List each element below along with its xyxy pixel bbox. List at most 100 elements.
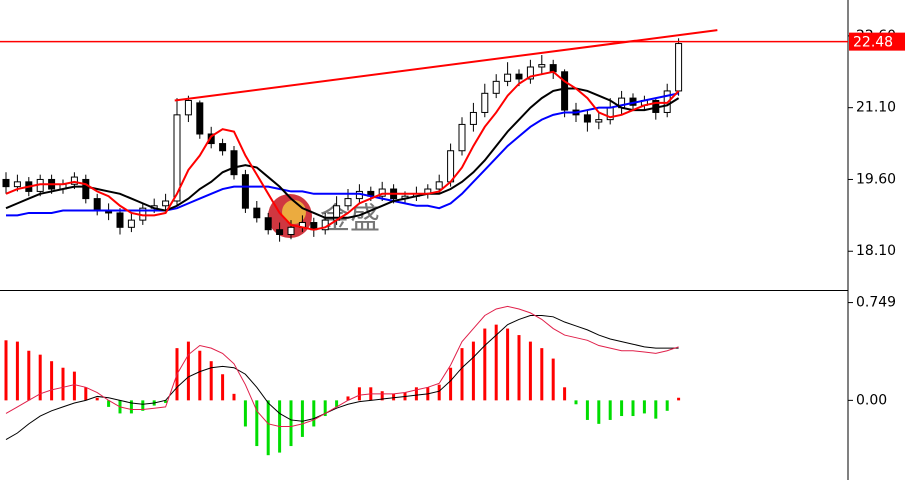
moving-average <box>6 92 679 217</box>
macd-bar <box>243 400 247 427</box>
macd-bar <box>608 400 612 420</box>
macd-bar <box>107 400 111 407</box>
candle-body <box>82 178 90 200</box>
candle-body <box>287 226 295 235</box>
candle-body <box>264 217 272 231</box>
macd-bar <box>186 341 190 401</box>
candle-body <box>538 64 546 68</box>
candle-body <box>526 66 534 80</box>
candle-body <box>184 99 192 116</box>
macd-bar <box>677 397 681 401</box>
macd-bar <box>665 400 669 411</box>
moving-average <box>5 70 680 231</box>
candle-body <box>253 207 261 219</box>
macd-bar <box>620 400 624 417</box>
y-tick-label: 19.60 <box>856 171 896 187</box>
candle-body <box>549 64 557 73</box>
macd-bar <box>221 374 225 401</box>
candle-body <box>458 123 466 152</box>
macd-bar <box>585 400 589 420</box>
macd-bar <box>654 400 658 419</box>
candle-body <box>583 114 591 123</box>
macd-line <box>5 315 679 440</box>
candle-body <box>344 198 352 207</box>
macd-bar <box>483 328 487 401</box>
macd-bar <box>164 400 168 403</box>
candle-body <box>162 200 170 207</box>
candle-body <box>2 178 10 188</box>
candle-body <box>675 43 683 92</box>
macd-bar <box>84 387 88 401</box>
price-label-box <box>849 32 905 51</box>
macd-line <box>5 305 679 427</box>
macd-bar <box>255 400 259 447</box>
macd-bar <box>437 384 441 401</box>
macd-bar <box>300 400 304 437</box>
macd-bar <box>129 400 133 414</box>
candle-body <box>127 219 135 228</box>
macd-bar <box>574 400 578 405</box>
trend-line <box>174 29 718 102</box>
candle-body <box>207 133 215 145</box>
candle-body <box>492 80 500 94</box>
macd-bar <box>61 367 65 401</box>
macd-bar <box>15 341 19 401</box>
macd-bar <box>72 371 76 401</box>
macd-bar <box>38 354 42 401</box>
candle-body <box>515 73 523 80</box>
candle-body <box>447 150 455 183</box>
y-tick-label: 0.749 <box>856 295 896 311</box>
price-label: 22.48 <box>853 35 893 51</box>
macd-bar <box>392 393 396 401</box>
macd-bar <box>289 400 293 447</box>
candle-body <box>196 102 204 135</box>
candle-body <box>13 181 21 188</box>
candle-body <box>481 92 489 113</box>
macd-bar <box>50 361 54 401</box>
candle-body <box>561 71 569 111</box>
y-tick-label: 0.00 <box>856 392 887 408</box>
macd-bar <box>460 348 464 401</box>
candle-body <box>70 176 78 185</box>
macd-bar <box>380 391 384 401</box>
macd-bar <box>198 350 202 401</box>
macd-bar <box>517 335 521 401</box>
macd-bar <box>506 328 510 401</box>
candle-body <box>173 114 181 202</box>
candle-body <box>595 119 603 123</box>
macd-bar <box>27 350 31 401</box>
macd-bar <box>528 341 532 401</box>
macd-bar <box>449 367 453 401</box>
macd-bar <box>563 387 567 401</box>
macd-bar <box>597 400 601 424</box>
candle-body <box>276 229 284 235</box>
macd-bar <box>141 400 145 411</box>
macd-bar <box>232 393 236 401</box>
macd-bar <box>312 400 316 427</box>
macd-bar <box>551 358 555 401</box>
macd-bar <box>323 400 327 417</box>
candle-body <box>241 174 249 209</box>
macd-bar <box>471 341 475 401</box>
candle-body <box>469 111 477 125</box>
macd-bar <box>540 348 544 401</box>
macd-bar <box>631 400 635 417</box>
moving-average <box>5 87 680 219</box>
macd-bar <box>346 396 350 401</box>
candle-body <box>378 188 386 197</box>
candle-body <box>93 198 101 212</box>
macd-bar <box>266 400 270 456</box>
candle-body <box>504 73 512 82</box>
macd-bar <box>642 400 646 414</box>
macd-bar <box>209 361 213 401</box>
macd-bar <box>494 324 498 401</box>
candle-body <box>219 143 227 152</box>
candle-body <box>435 181 443 190</box>
y-tick-label: 18.10 <box>856 243 896 259</box>
macd-bar <box>357 387 361 401</box>
macd-bar <box>4 340 8 401</box>
candle-body <box>116 212 124 228</box>
candle-body <box>230 150 238 176</box>
